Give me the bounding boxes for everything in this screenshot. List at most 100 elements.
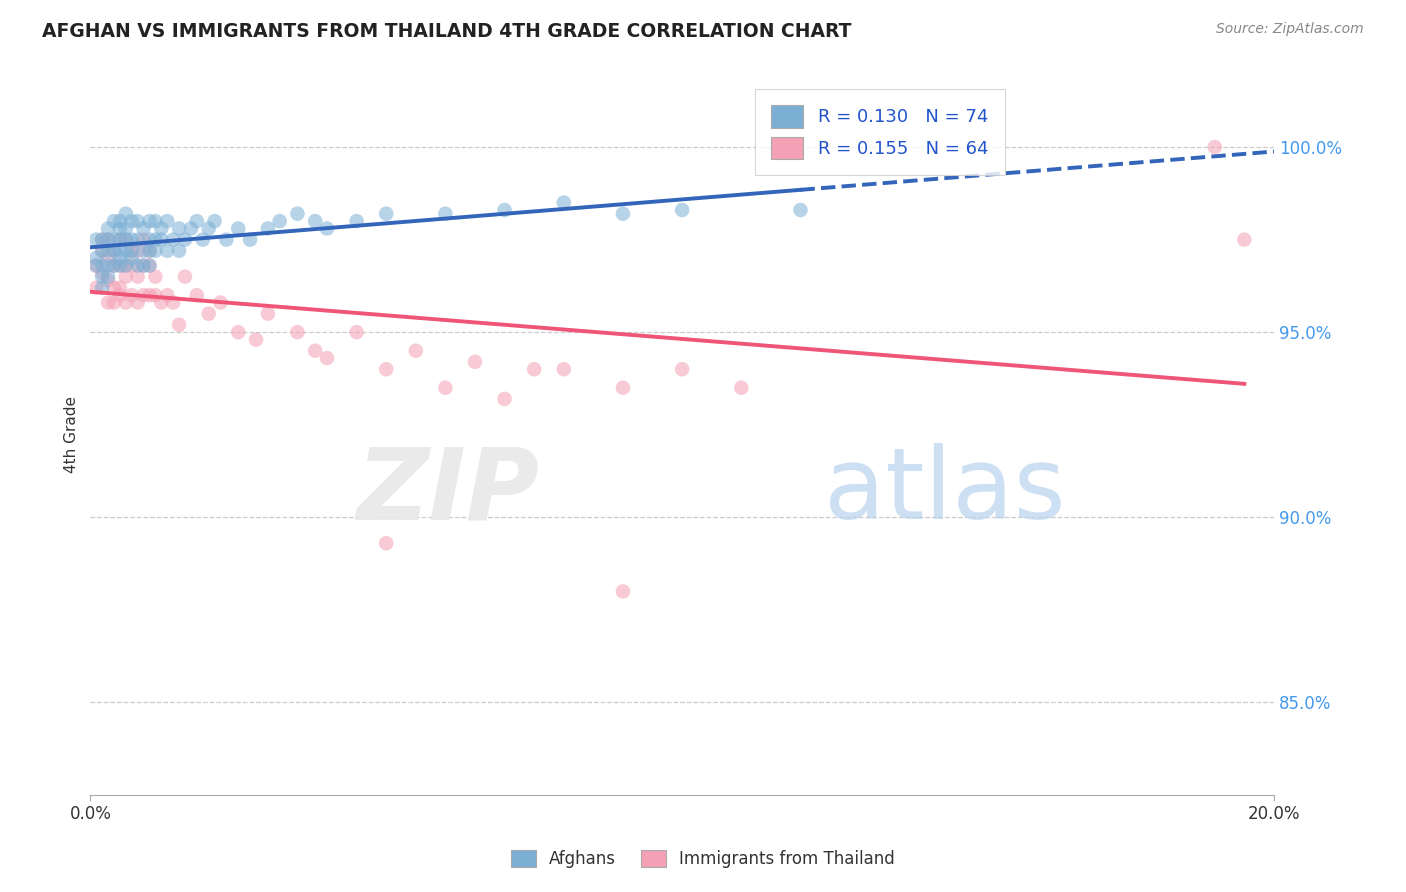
Point — [97, 295, 120, 310]
Point — [108, 233, 131, 247]
Point — [494, 392, 516, 406]
Point — [138, 259, 160, 273]
Point — [103, 244, 125, 258]
Point — [108, 214, 131, 228]
Point — [121, 288, 143, 302]
Point — [91, 233, 114, 247]
Point — [239, 233, 262, 247]
Point — [108, 233, 131, 247]
Point — [97, 269, 120, 284]
Point — [671, 202, 693, 217]
Point — [405, 343, 427, 358]
Point — [114, 233, 136, 247]
Point — [145, 233, 167, 247]
Point — [114, 221, 136, 235]
Point — [174, 269, 197, 284]
Point — [226, 325, 249, 339]
Point — [132, 244, 155, 258]
Point — [127, 214, 149, 228]
Point — [150, 221, 173, 235]
Point — [150, 295, 173, 310]
Y-axis label: 4th Grade: 4th Grade — [65, 395, 79, 473]
Point — [97, 244, 120, 258]
Point — [97, 273, 120, 287]
Point — [167, 244, 190, 258]
Point — [114, 259, 136, 273]
Point — [84, 259, 107, 273]
Point — [553, 195, 575, 210]
Point — [156, 288, 179, 302]
Point — [156, 214, 179, 228]
Point — [103, 295, 125, 310]
Point — [114, 259, 136, 273]
Point — [186, 214, 208, 228]
Point — [108, 259, 131, 273]
Point — [180, 221, 202, 235]
Point — [346, 325, 368, 339]
Point — [127, 244, 149, 258]
Point — [138, 244, 160, 258]
Point — [174, 233, 197, 247]
Point — [108, 281, 131, 295]
Point — [162, 295, 184, 310]
Point — [97, 251, 120, 265]
Point — [375, 207, 398, 221]
Point — [91, 281, 114, 295]
Point — [103, 214, 125, 228]
Point — [114, 244, 136, 258]
Point — [304, 343, 326, 358]
Point — [287, 325, 309, 339]
Point — [91, 233, 114, 247]
Point — [103, 259, 125, 273]
Point — [145, 244, 167, 258]
Point — [375, 536, 398, 550]
Point — [114, 207, 136, 221]
Point — [167, 221, 190, 235]
Point — [671, 362, 693, 376]
Point — [145, 214, 167, 228]
Point — [121, 244, 143, 258]
Point — [132, 233, 155, 247]
Point — [197, 221, 219, 235]
Point — [197, 307, 219, 321]
Point — [204, 214, 226, 228]
Point — [167, 318, 190, 332]
Point — [97, 221, 120, 235]
Point — [1204, 140, 1226, 154]
Point — [316, 351, 339, 365]
Point — [97, 259, 120, 273]
Point — [103, 281, 125, 295]
Point — [226, 221, 249, 235]
Point — [114, 233, 136, 247]
Point — [114, 295, 136, 310]
Point — [215, 233, 238, 247]
Point — [103, 259, 125, 273]
Point — [138, 214, 160, 228]
Point — [108, 288, 131, 302]
Point — [375, 362, 398, 376]
Point — [138, 244, 160, 258]
Point — [91, 244, 114, 258]
Point — [156, 244, 179, 258]
Point — [789, 202, 811, 217]
Point — [138, 288, 160, 302]
Point — [127, 259, 149, 273]
Point — [287, 207, 309, 221]
Point — [245, 333, 267, 347]
Point — [121, 251, 143, 265]
Point — [127, 233, 149, 247]
Point — [162, 233, 184, 247]
Point — [97, 233, 120, 247]
Point — [269, 214, 291, 228]
Point — [108, 244, 131, 258]
Point — [494, 202, 516, 217]
Point — [127, 269, 149, 284]
Point — [464, 355, 486, 369]
Point — [145, 269, 167, 284]
Text: Source: ZipAtlas.com: Source: ZipAtlas.com — [1216, 22, 1364, 37]
Point — [612, 584, 634, 599]
Point — [132, 259, 155, 273]
Point — [97, 233, 120, 247]
Point — [257, 307, 280, 321]
Point — [730, 381, 752, 395]
